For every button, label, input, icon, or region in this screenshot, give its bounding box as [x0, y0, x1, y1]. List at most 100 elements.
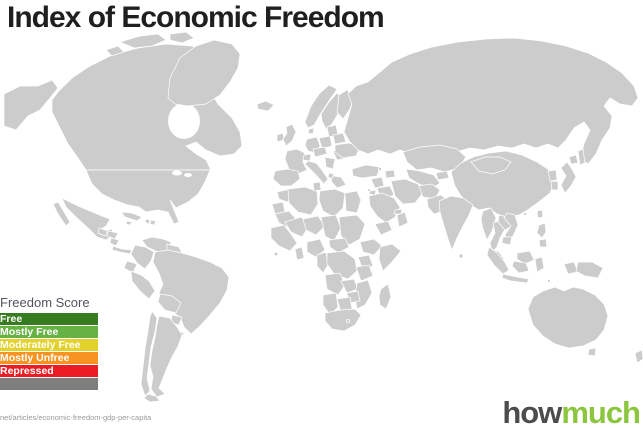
region-south-korea — [550, 180, 559, 191]
region-mali — [284, 216, 310, 238]
region-ecuador — [123, 260, 138, 274]
region-west-papua — [563, 261, 579, 275]
region-hokkaido — [568, 154, 579, 165]
legend-item-moderately-free: Moderately Free — [0, 339, 98, 351]
region-mexico — [61, 197, 114, 241]
region-tasmania — [587, 347, 597, 357]
logo-part-how: how — [502, 395, 562, 428]
region-france — [284, 148, 308, 175]
region-philippines-north — [536, 222, 547, 239]
region-sri-lanka — [458, 253, 464, 259]
region-sumatra — [486, 246, 510, 275]
region-brazil — [152, 249, 230, 335]
region-spain — [272, 168, 301, 187]
region-jordan — [368, 189, 377, 196]
region-sakhalin — [577, 148, 586, 166]
region-taiwan — [536, 209, 544, 219]
region-usa — [85, 169, 211, 225]
region-malaysia-borneo — [516, 250, 535, 265]
region-nicaragua — [109, 237, 120, 247]
region-argentina — [149, 315, 183, 398]
region-patagonia-tip — [143, 393, 161, 403]
region-denmark — [307, 127, 315, 135]
region-arctic-island — [118, 33, 167, 49]
region-somalia — [378, 243, 402, 272]
region-ukraine — [334, 142, 361, 159]
region-bolivia — [157, 293, 182, 314]
region-austria-czech — [312, 146, 328, 158]
region-switzerland — [302, 153, 312, 162]
region-libya — [318, 188, 346, 218]
region-saudi-arabia — [368, 192, 401, 224]
source-attribution: net/articles/economic-freedom-gdp-per-ca… — [0, 395, 151, 428]
region-syria — [370, 176, 385, 189]
region-ghana — [294, 246, 305, 261]
legend-item-repressed: Repressed — [0, 365, 98, 377]
region-liberia — [273, 251, 279, 257]
region-japan — [560, 161, 577, 194]
region-tanzania — [355, 264, 374, 282]
howmuch-logo: howmuch — [502, 395, 641, 428]
region-philippines-south — [538, 238, 548, 248]
region-colombia — [130, 244, 155, 270]
region-timor — [547, 279, 551, 283]
region-lesotho — [346, 319, 350, 323]
legend-item-mostly-free: Mostly Free — [0, 326, 98, 338]
region-egypt — [344, 190, 362, 214]
region-greenland — [167, 39, 241, 107]
region-peru — [130, 270, 156, 300]
region-italy — [304, 160, 329, 185]
region-drc — [326, 250, 358, 280]
legend-item-free: Free — [0, 313, 98, 325]
region-java — [501, 273, 530, 284]
region-costa-rica-panama — [111, 245, 133, 255]
region-guatemala — [97, 227, 109, 237]
region-chile — [140, 310, 158, 397]
region-angola — [324, 272, 346, 296]
region-cambodia — [501, 236, 513, 246]
legend-item-mostly-unfree: Mostly Unfree — [0, 352, 98, 364]
region-haiti — [144, 218, 151, 225]
region-yemen — [374, 220, 393, 236]
region-iran — [390, 178, 423, 205]
legend: Freedom Score Free Mostly Free Moderatel… — [0, 295, 98, 391]
page-title: Index of Economic Freedom — [7, 1, 385, 34]
region-myanmar — [480, 207, 497, 241]
region-baja-california — [52, 201, 71, 227]
region-india — [438, 195, 474, 251]
region-ethiopia — [359, 238, 383, 256]
region-mongolia — [470, 156, 512, 175]
region-kyrgyzstan-tajikistan — [435, 170, 450, 181]
region-hong-kong — [523, 212, 527, 216]
region-georgia — [378, 167, 382, 171]
region-uk — [282, 123, 297, 147]
region-turkey — [351, 164, 381, 179]
region-tunisia — [312, 181, 322, 192]
region-algeria — [287, 186, 319, 216]
legend-item-no-data — [0, 378, 98, 390]
region-israel — [367, 188, 371, 192]
region-balkans — [324, 156, 336, 170]
region-sulawesi — [534, 256, 545, 273]
region-cameroon-gabon — [316, 251, 329, 274]
region-dominican-republic — [149, 219, 157, 226]
region-north-korea — [547, 169, 558, 182]
region-azerbaijan — [384, 169, 396, 179]
region-new-zealand — [634, 349, 643, 364]
great-lake — [172, 170, 182, 176]
region-south-africa — [324, 308, 362, 332]
great-lake — [184, 173, 192, 177]
region-cuba — [120, 211, 143, 222]
region-kalimantan — [511, 260, 530, 274]
region-madagascar — [378, 283, 392, 310]
hudson-bay — [168, 103, 200, 139]
region-poland — [318, 135, 333, 150]
region-iceland — [256, 100, 275, 112]
region-papua-new-guinea — [575, 261, 604, 279]
region-greece — [330, 175, 347, 189]
region-arctic-island — [105, 45, 125, 57]
region-norway — [304, 84, 338, 129]
region-jamaica — [125, 220, 133, 226]
